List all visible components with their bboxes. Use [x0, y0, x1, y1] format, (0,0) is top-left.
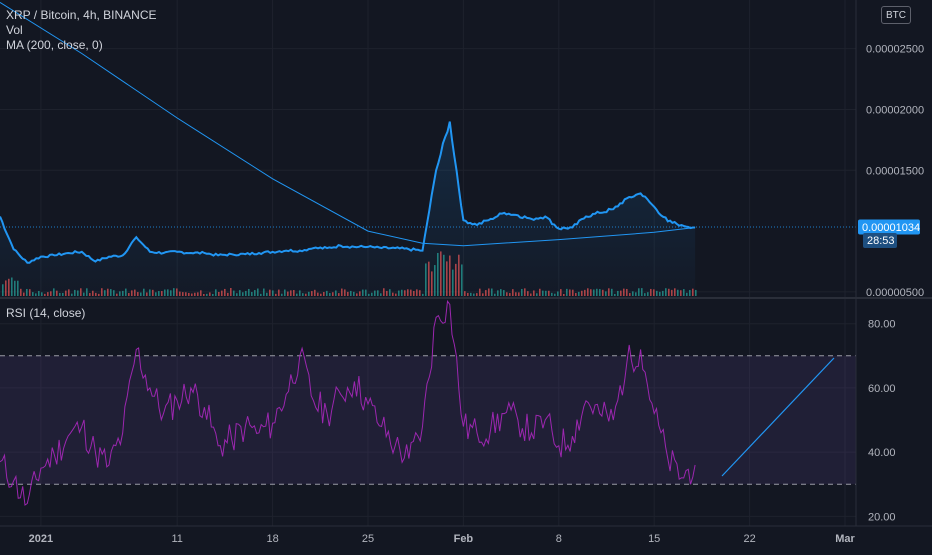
- current-price-badge: 0.00001034: [858, 219, 920, 235]
- time-tick-label: 25: [362, 533, 374, 545]
- time-tick-label: 15: [648, 533, 660, 545]
- price-scale[interactable]: 0.00002500 0.00002000 0.00001500 0.00000500: [866, 44, 924, 299]
- rsi-tick-label: 60.00: [868, 383, 896, 395]
- time-tick-label: 8: [556, 533, 562, 545]
- price-tick-label: 0.00002000: [866, 104, 924, 116]
- price-area-fill: [0, 121, 696, 298]
- price-line: [0, 121, 696, 264]
- rsi-tick-label: 80.00: [868, 319, 896, 331]
- time-tick-label: 2021: [29, 533, 53, 545]
- rsi-tick-label: 20.00: [868, 511, 896, 523]
- price-tick-label: 0.00000500: [866, 287, 924, 299]
- countdown-badge: 28:53: [863, 233, 897, 248]
- price-tick-label: 0.00001500: [866, 165, 924, 177]
- price-tick-label: 0.00002500: [866, 44, 924, 56]
- rsi-scale[interactable]: 80.00 60.00 40.00 20.00: [868, 319, 896, 524]
- symbol-title[interactable]: XRP / Bitcoin, 4h, BINANCE: [6, 8, 157, 22]
- countdown-label: 28:53: [867, 235, 895, 247]
- rsi-tick-label: 40.00: [868, 447, 896, 459]
- currency-button[interactable]: BTC: [881, 6, 911, 24]
- time-tick-label: Mar: [835, 533, 855, 545]
- ma-legend[interactable]: MA (200, close, 0): [6, 38, 103, 52]
- time-tick-label: 22: [743, 533, 755, 545]
- time-tick-label: 18: [266, 533, 278, 545]
- rsi-band-fill: [0, 355, 856, 485]
- volume-legend[interactable]: Vol: [6, 23, 23, 37]
- rsi-line: [0, 299, 696, 506]
- time-tick-label: Feb: [454, 533, 474, 545]
- legend-rsi: RSI (14, close): [6, 306, 85, 321]
- drawn-trendline[interactable]: [721, 357, 835, 477]
- ma-line: [0, 1, 696, 247]
- volume-bar: [695, 289, 697, 296]
- legend-main: XRP / Bitcoin, 4h, BINANCE Vol MA (200, …: [6, 8, 157, 53]
- time-tick-label: 11: [171, 533, 182, 545]
- rsi-legend[interactable]: RSI (14, close): [6, 306, 86, 320]
- current-price-label: 0.00001034: [862, 222, 920, 234]
- time-scale[interactable]: 2021 11 18 25 Feb 8 15 22 Mar: [29, 533, 856, 545]
